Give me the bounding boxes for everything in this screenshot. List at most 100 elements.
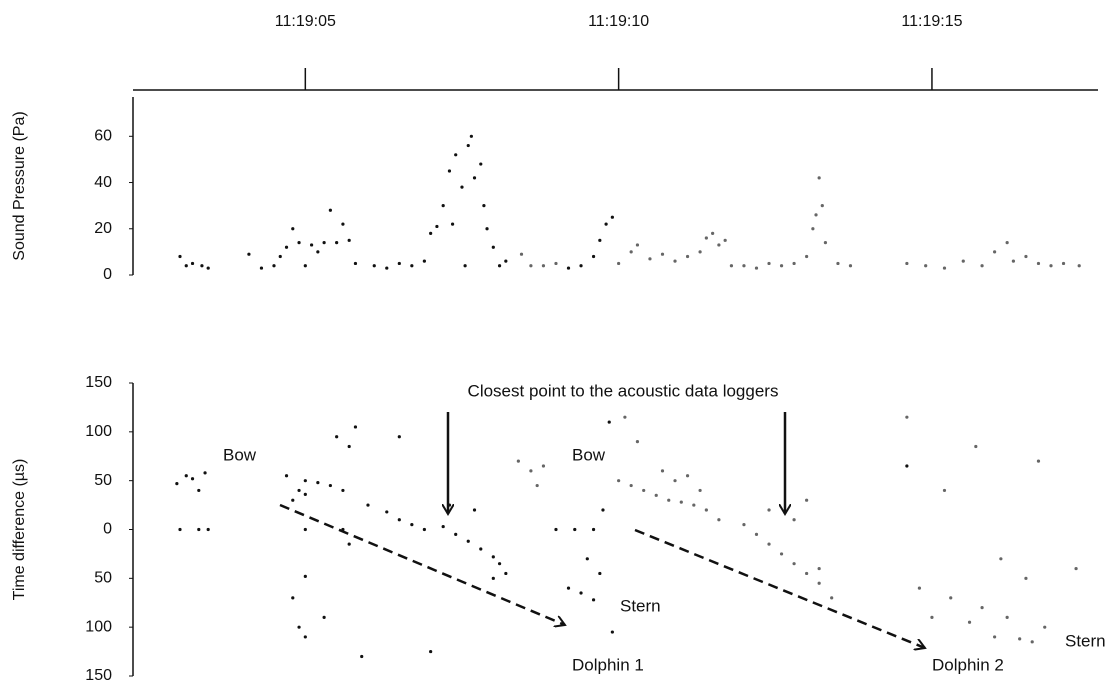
point	[450, 222, 455, 226]
point	[491, 555, 495, 559]
point	[422, 259, 426, 263]
point	[203, 471, 207, 475]
point	[341, 527, 345, 532]
point	[291, 596, 295, 600]
point	[591, 598, 596, 602]
x-tick-label: 11:19:10	[588, 13, 649, 30]
point	[692, 503, 696, 507]
point	[303, 492, 307, 496]
point	[491, 245, 495, 249]
point	[472, 508, 477, 512]
point	[529, 469, 533, 473]
y-axis-label: Time difference (µs)	[11, 459, 28, 601]
point	[1036, 459, 1041, 463]
point	[905, 415, 909, 419]
point	[961, 259, 965, 263]
point	[980, 264, 984, 268]
point	[942, 266, 947, 270]
point	[297, 625, 301, 629]
point	[184, 474, 188, 478]
point	[579, 591, 583, 595]
point	[704, 236, 708, 240]
point	[485, 227, 489, 231]
point	[385, 510, 389, 514]
point	[341, 488, 345, 493]
point	[999, 557, 1003, 561]
point	[610, 215, 614, 219]
point	[1005, 615, 1009, 620]
point	[347, 542, 351, 546]
y-tick-label: 20	[94, 220, 112, 237]
point	[601, 508, 605, 512]
dashed-arrow	[634, 528, 925, 648]
point	[1077, 264, 1081, 268]
point	[717, 518, 721, 522]
annotation: Closest point to the acoustic data logge…	[468, 381, 779, 400]
point	[347, 238, 351, 242]
point	[654, 493, 658, 497]
point	[698, 250, 702, 254]
point	[579, 264, 583, 268]
point	[598, 571, 602, 576]
point	[792, 562, 796, 566]
point	[598, 238, 602, 242]
point	[372, 264, 376, 268]
point	[566, 266, 571, 270]
point	[754, 532, 759, 536]
point	[460, 185, 464, 189]
point	[573, 527, 577, 532]
y-axis-label: Sound Pressure (Pa)	[11, 111, 28, 260]
point	[623, 415, 627, 419]
point	[817, 566, 821, 571]
point	[206, 266, 210, 270]
point	[660, 469, 665, 473]
point	[454, 153, 458, 157]
point	[742, 264, 746, 268]
point	[820, 204, 824, 208]
point	[711, 231, 715, 235]
point	[642, 488, 646, 493]
point	[303, 574, 307, 578]
point	[585, 557, 589, 561]
annotation: Bow	[223, 445, 257, 464]
point	[206, 527, 210, 532]
point	[454, 532, 458, 536]
point	[297, 488, 301, 493]
point	[322, 241, 326, 245]
point	[175, 481, 179, 486]
point	[353, 425, 358, 429]
point	[410, 264, 414, 268]
point	[698, 488, 702, 493]
point	[297, 241, 301, 245]
point	[335, 435, 339, 439]
point	[463, 264, 467, 268]
point	[472, 176, 477, 180]
point	[541, 464, 546, 468]
point	[629, 483, 633, 488]
point	[980, 606, 984, 610]
point	[303, 635, 307, 639]
point	[178, 527, 182, 532]
point	[278, 254, 282, 259]
point	[942, 488, 947, 493]
point	[779, 552, 784, 556]
point	[291, 498, 295, 502]
point	[566, 586, 571, 590]
point	[197, 527, 201, 532]
point	[617, 261, 621, 266]
point	[729, 264, 734, 268]
point	[429, 649, 433, 654]
point	[811, 227, 815, 231]
point	[779, 264, 784, 268]
x-tick-label: 11:19:15	[901, 13, 962, 30]
point	[1018, 637, 1022, 641]
point	[554, 261, 558, 266]
point	[817, 581, 821, 585]
annotation: Dolphin 1	[572, 655, 644, 674]
point	[272, 264, 276, 268]
point	[541, 264, 546, 268]
point	[635, 243, 640, 247]
point	[767, 261, 771, 266]
point	[848, 264, 853, 268]
point	[805, 498, 809, 502]
